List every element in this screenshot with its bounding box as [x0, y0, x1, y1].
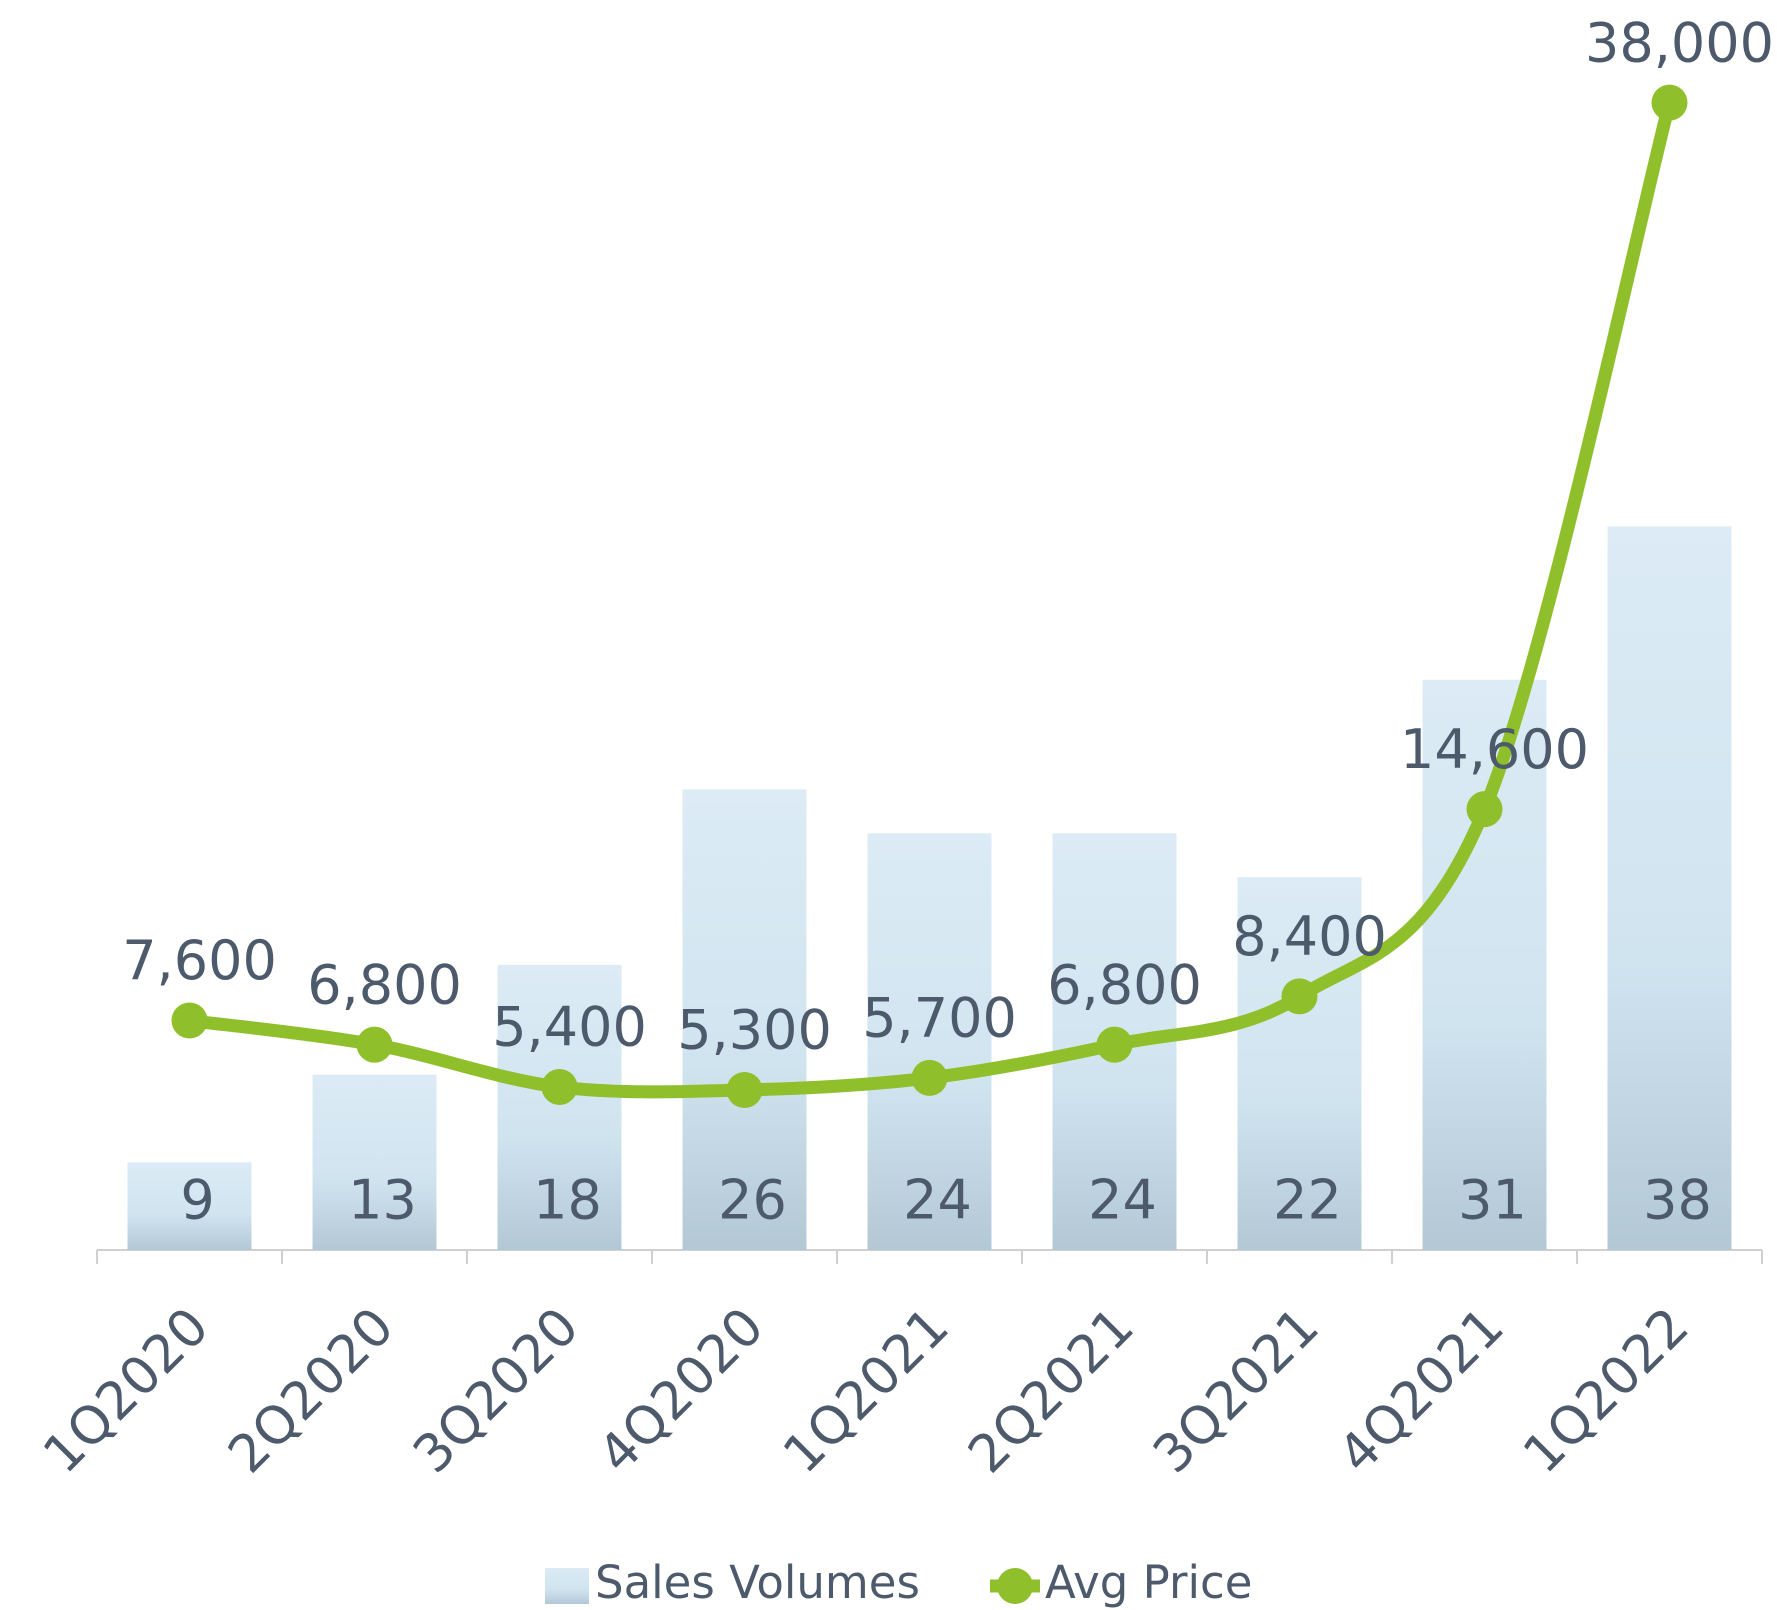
x-tick-label: 4Q2020: [587, 1297, 775, 1485]
price-marker: [356, 1026, 393, 1063]
bar: [867, 833, 992, 1250]
bar-value-label: 31: [1458, 1169, 1527, 1232]
price-value-label: 38,000: [1585, 11, 1774, 74]
legend-label: Sales Volumes: [595, 1556, 920, 1609]
legend: Sales Volumes Avg Price: [545, 1556, 1252, 1609]
x-tick-label: 2Q2021: [957, 1297, 1145, 1485]
bar-value-label: 26: [718, 1169, 787, 1232]
price-value-label: 14,600: [1400, 718, 1589, 781]
price-line: [183, 96, 1676, 1099]
x-tick-label: 3Q2021: [1142, 1297, 1330, 1485]
bar-value-label: 24: [903, 1169, 972, 1232]
bar-value-label: 22: [1273, 1169, 1342, 1232]
legend-swatch: [545, 1568, 589, 1604]
bar-value-label: 13: [348, 1169, 417, 1232]
price-value-label: 6,800: [307, 953, 462, 1016]
bar-value-label: 18: [533, 1169, 602, 1232]
price-marker: [1651, 84, 1688, 121]
bar: [312, 1074, 437, 1250]
bar-value-label: 24: [1088, 1169, 1157, 1232]
x-tick-label: 2Q2020: [217, 1297, 405, 1485]
price-marker: [1096, 1026, 1133, 1063]
bar-value-label: 38: [1643, 1169, 1712, 1232]
price-value-label: 5,400: [492, 996, 647, 1059]
bar: [1422, 679, 1547, 1250]
price-value-label: 5,700: [862, 987, 1017, 1050]
bar-value-label: 9: [180, 1169, 214, 1232]
x-tick-label: 1Q2022: [1512, 1297, 1700, 1485]
price-marker: [726, 1071, 763, 1108]
price-value-label: 7,600: [122, 929, 277, 992]
x-tick-label: 3Q2020: [402, 1297, 590, 1485]
price-value-label: 8,400: [1232, 905, 1387, 968]
bar: [1607, 526, 1732, 1250]
price-value-label: 6,800: [1047, 953, 1202, 1016]
x-tick-label: 4Q2021: [1327, 1297, 1515, 1485]
bar: [497, 964, 622, 1250]
price-marker: [171, 1002, 208, 1039]
price-marker: [1281, 978, 1318, 1015]
legend-label: Avg Price: [1045, 1556, 1252, 1609]
legend-marker: [997, 1568, 1033, 1604]
price-marker: [541, 1068, 578, 1105]
x-tick-label: 1Q2021: [772, 1297, 960, 1485]
price-marker: [911, 1059, 948, 1096]
bar: [127, 1162, 252, 1250]
bar: [682, 789, 807, 1250]
bar: [1237, 877, 1362, 1250]
price-marker: [1466, 791, 1503, 828]
price-value-label: 5,300: [677, 999, 832, 1062]
x-tick-label: 1Q2020: [32, 1297, 220, 1485]
